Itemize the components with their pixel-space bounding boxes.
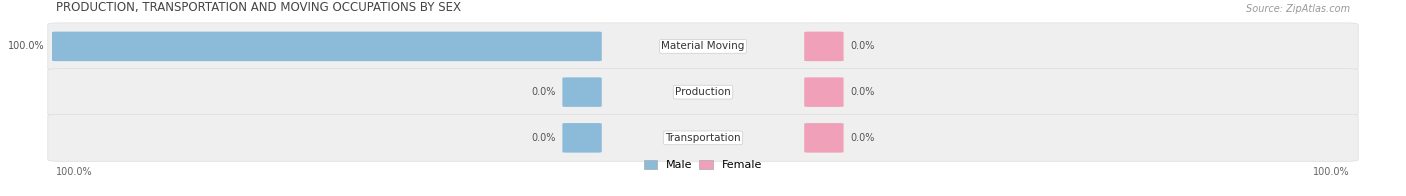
FancyBboxPatch shape	[804, 32, 844, 61]
Text: 0.0%: 0.0%	[851, 41, 875, 51]
Legend: Male, Female: Male, Female	[640, 155, 766, 175]
FancyBboxPatch shape	[804, 77, 844, 107]
FancyBboxPatch shape	[52, 32, 602, 61]
Text: PRODUCTION, TRANSPORTATION AND MOVING OCCUPATIONS BY SEX: PRODUCTION, TRANSPORTATION AND MOVING OC…	[56, 1, 461, 14]
Text: 0.0%: 0.0%	[851, 133, 875, 143]
Text: Source: ZipAtlas.com: Source: ZipAtlas.com	[1246, 4, 1350, 14]
FancyBboxPatch shape	[562, 123, 602, 153]
Text: 0.0%: 0.0%	[531, 87, 555, 97]
Text: 100.0%: 100.0%	[8, 41, 45, 51]
FancyBboxPatch shape	[48, 69, 1358, 116]
Text: Material Moving: Material Moving	[661, 41, 745, 51]
FancyBboxPatch shape	[48, 114, 1358, 161]
Text: 0.0%: 0.0%	[531, 133, 555, 143]
Text: Transportation: Transportation	[665, 133, 741, 143]
Text: 100.0%: 100.0%	[56, 167, 93, 178]
Text: 0.0%: 0.0%	[851, 87, 875, 97]
FancyBboxPatch shape	[562, 77, 602, 107]
FancyBboxPatch shape	[48, 23, 1358, 70]
FancyBboxPatch shape	[804, 123, 844, 153]
Text: 100.0%: 100.0%	[1313, 167, 1350, 178]
Text: Production: Production	[675, 87, 731, 97]
